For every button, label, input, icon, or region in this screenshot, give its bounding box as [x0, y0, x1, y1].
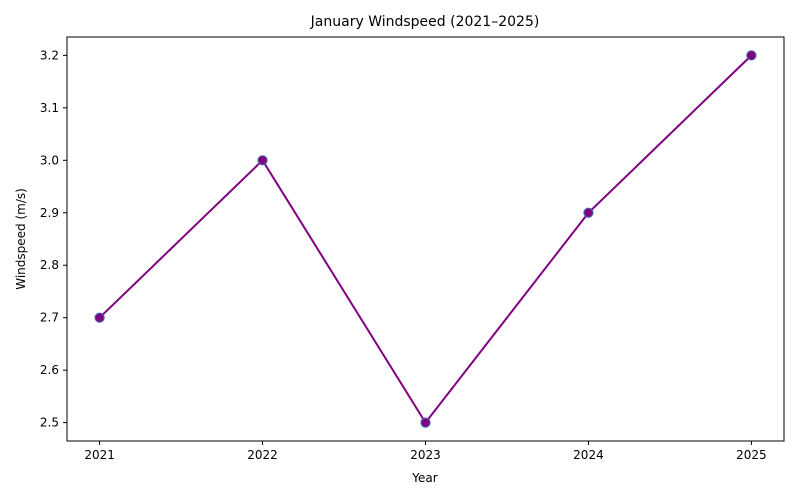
x-axis: 2021 2022 2023 2024 2025 [84, 441, 767, 462]
data-point [583, 207, 594, 218]
data-point [257, 155, 268, 166]
y-axis: 2.5 2.6 2.7 2.8 2.9 3.0 3.1 3.2 [40, 48, 67, 430]
plot-area [94, 50, 757, 428]
y-tick-label: 2.7 [40, 311, 59, 325]
x-axis-title: Year [411, 471, 437, 485]
y-tick-label: 2.8 [40, 258, 59, 272]
y-axis-title: Windspeed (m/s) [14, 188, 28, 290]
data-point [746, 50, 757, 61]
y-tick-label: 2.5 [40, 416, 59, 430]
y-tick-label: 2.9 [40, 206, 59, 220]
plot-frame [66, 36, 785, 442]
x-tick-label: 2023 [410, 448, 441, 462]
x-tick-label: 2022 [247, 448, 278, 462]
y-tick-label: 3.0 [40, 153, 59, 167]
x-tick-label: 2024 [573, 448, 604, 462]
y-tick-label: 2.6 [40, 363, 59, 377]
data-point [94, 312, 105, 323]
chart-title: January Windspeed (2021–2025) [310, 14, 540, 30]
y-tick-label: 3.2 [40, 48, 59, 62]
data-point [420, 417, 431, 428]
series-line [98, 54, 753, 425]
x-tick-label: 2021 [84, 448, 115, 462]
x-tick-label: 2025 [736, 448, 767, 462]
y-tick-label: 3.1 [40, 101, 59, 115]
